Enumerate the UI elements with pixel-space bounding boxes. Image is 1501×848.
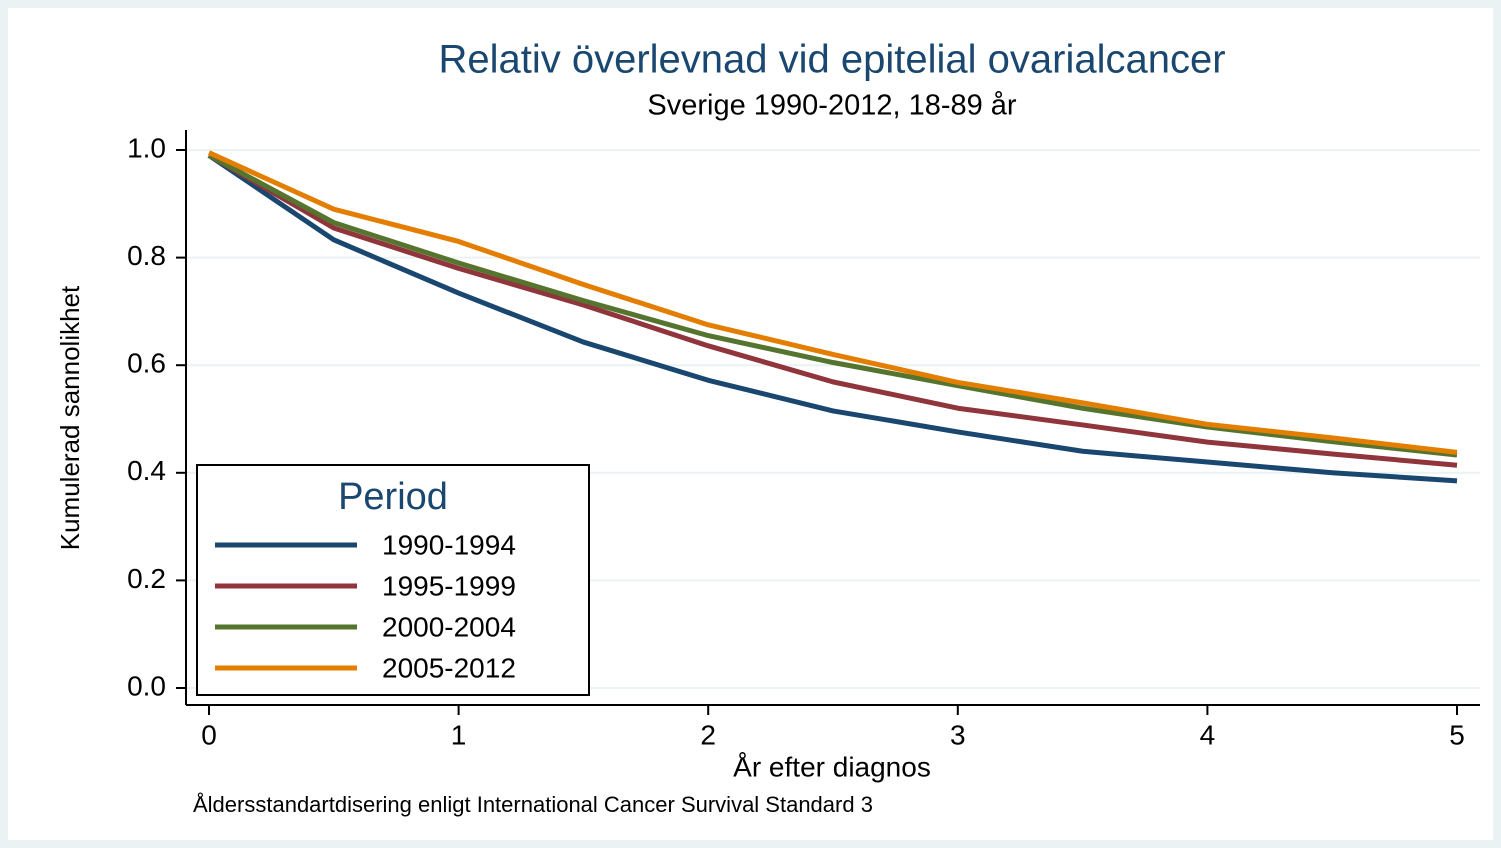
legend-label: 2005-2012 [382,652,516,683]
y-tick-label: 0.4 [127,455,166,486]
legend-box [196,464,590,696]
x-tick-label: 0 [201,719,217,750]
y-axis-label: Kumulerad sannolikhet [55,285,85,550]
chart-title: Relativ överlevnad vid epitelial ovarial… [438,38,1225,82]
y-tick-label: 0.0 [127,670,166,701]
legend-label: 1995-1999 [382,570,516,601]
x-tick-label: 2 [700,719,716,750]
line-series [207,153,1458,468]
legend-title: Period [338,476,448,518]
chart-subtitle: Sverige 1990-2012, 18-89 år [647,90,1017,122]
line-series [207,150,1458,455]
x-tick-label: 3 [950,719,966,750]
y-tick-label: 0.2 [127,563,166,594]
y-tick-label: 1.0 [127,132,166,163]
legend-label: 1990-1994 [382,529,516,560]
note: Åldersstandartdisering enligt Internatio… [193,792,873,817]
line-series [207,153,1458,458]
x-tick-label: 1 [451,719,467,750]
x-tick-label: 5 [1449,719,1465,750]
x-axis-label: År efter diagnos [733,751,931,782]
y-tick-label: 0.6 [127,348,166,379]
legend-label: 2000-2004 [382,611,516,642]
line-series [207,153,1458,484]
x-tick-label: 4 [1200,719,1216,750]
y-tick-label: 0.8 [127,240,166,271]
